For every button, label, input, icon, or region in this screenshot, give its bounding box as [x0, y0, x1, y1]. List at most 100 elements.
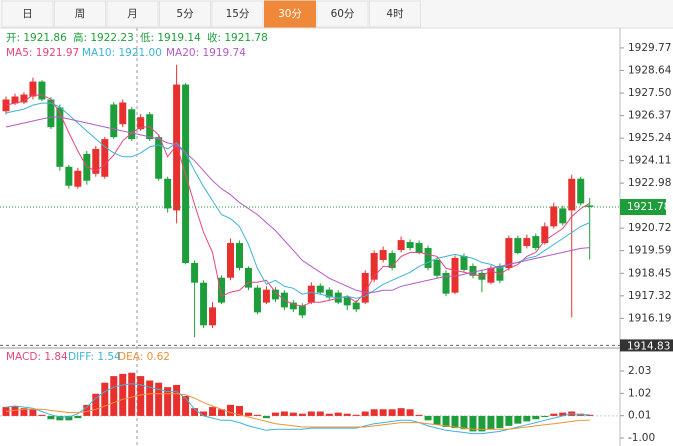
- candle-body: [110, 104, 118, 138]
- candle-body: [29, 81, 37, 97]
- macd-bar: [92, 393, 100, 416]
- candle-body: [2, 99, 10, 112]
- legend-label: MA10: 1921.00: [82, 47, 162, 59]
- macd-bar: [478, 415, 486, 432]
- macd-bar: [101, 382, 109, 416]
- macd-bar: [514, 415, 522, 424]
- macd-bar: [460, 415, 468, 430]
- macd-bar: [559, 412, 567, 416]
- indicator-line: [5, 116, 590, 293]
- y-tick-label: 1922.98: [628, 177, 671, 189]
- macd-bar: [442, 415, 450, 427]
- legend-label: MA5: 1921.97: [6, 47, 79, 59]
- candle-body: [361, 272, 369, 303]
- macd-bar: [173, 384, 181, 416]
- candle-body: [559, 208, 567, 224]
- tab-label[interactable]: 15分: [226, 8, 250, 20]
- tab-active[interactable]: [264, 0, 316, 28]
- macd-bar: [334, 412, 342, 416]
- y-tick-label: 1926.37: [628, 110, 671, 122]
- candle-body: [137, 117, 145, 130]
- macd-bar: [352, 414, 360, 416]
- tab-label[interactable]: 月: [127, 8, 138, 20]
- macd-bar: [155, 382, 163, 416]
- y-tick-label: 1917.32: [628, 290, 671, 302]
- macd-bar: [433, 415, 441, 425]
- macd-bar: [370, 409, 378, 416]
- candle-body: [218, 277, 226, 303]
- candle-body: [586, 205, 594, 208]
- candle-body: [451, 257, 459, 293]
- candle-body: [56, 107, 64, 167]
- tab-label[interactable]: 日: [22, 8, 33, 20]
- candle-body: [577, 178, 585, 204]
- tab[interactable]: [1, 0, 54, 28]
- macd-bar: [541, 415, 549, 418]
- y-tick-label: 1920.72: [628, 222, 671, 234]
- candle-body: [47, 99, 55, 128]
- macd-bar: [227, 404, 234, 416]
- macd-bar: [361, 411, 369, 416]
- macd-bar: [451, 415, 459, 429]
- ohlc-label: 收: 1921.78: [207, 31, 268, 44]
- macd-bar: [325, 413, 333, 416]
- y-tick-label: 1925.24: [628, 132, 672, 144]
- tab[interactable]: [54, 0, 106, 28]
- candle-body: [514, 238, 522, 254]
- candle-body: [173, 84, 181, 211]
- macd-bar: [137, 376, 145, 416]
- macd-bar: [200, 411, 208, 416]
- macd-bar: [280, 411, 288, 416]
- macd-bar: [65, 415, 73, 421]
- candle-body: [523, 238, 531, 247]
- candle-body: [65, 166, 73, 186]
- tab[interactable]: [369, 0, 421, 28]
- candle-body: [424, 248, 432, 268]
- macd-bar: [110, 376, 118, 416]
- tab-label[interactable]: 周: [75, 8, 86, 20]
- legend-label: MACD: 1.84: [6, 351, 68, 363]
- tab[interactable]: [159, 0, 211, 28]
- candle-body: [200, 282, 208, 326]
- macd-bar: [298, 413, 306, 416]
- candle-body: [505, 238, 513, 268]
- candle-body: [128, 109, 136, 140]
- macd-bar: [74, 415, 82, 419]
- tab-label[interactable]: 5分: [176, 8, 194, 20]
- candle-body: [253, 287, 261, 313]
- macd-bar: [218, 409, 226, 416]
- candle-body: [469, 265, 477, 276]
- candle-body: [227, 243, 234, 278]
- candle-body: [388, 253, 396, 268]
- candle-body: [119, 102, 127, 125]
- y-tick-label: 0.01: [628, 410, 651, 422]
- crosshair-label: 1914.83: [627, 340, 670, 352]
- tab[interactable]: [211, 0, 264, 28]
- candle-body: [74, 170, 82, 187]
- tab-label[interactable]: 30分: [278, 8, 302, 20]
- candle-body: [541, 226, 549, 244]
- candle-body: [397, 240, 405, 251]
- macd-bar: [388, 409, 396, 416]
- macd-bar: [397, 408, 405, 416]
- candle-body: [568, 178, 576, 211]
- tab-label[interactable]: 60分: [331, 8, 355, 20]
- macd-bar: [289, 412, 297, 416]
- candle-body: [325, 289, 333, 298]
- y-tick-label: 1929.77: [628, 42, 671, 54]
- candle-body: [460, 256, 468, 270]
- candle-body: [155, 137, 163, 179]
- y-tick-label: 1928.64: [628, 64, 672, 76]
- tab-label[interactable]: 4时: [386, 8, 404, 20]
- candle-body: [209, 307, 217, 326]
- tab[interactable]: [106, 0, 159, 28]
- tab[interactable]: [316, 0, 369, 28]
- macd-bar: [47, 415, 55, 420]
- macd-bar: [262, 415, 270, 419]
- candle-body: [191, 262, 199, 283]
- candle-body: [92, 148, 100, 174]
- candle-body: [289, 302, 297, 310]
- last-price-label: 1921.78: [627, 201, 670, 213]
- indicator-line: [5, 94, 590, 307]
- macd-bar: [164, 387, 172, 416]
